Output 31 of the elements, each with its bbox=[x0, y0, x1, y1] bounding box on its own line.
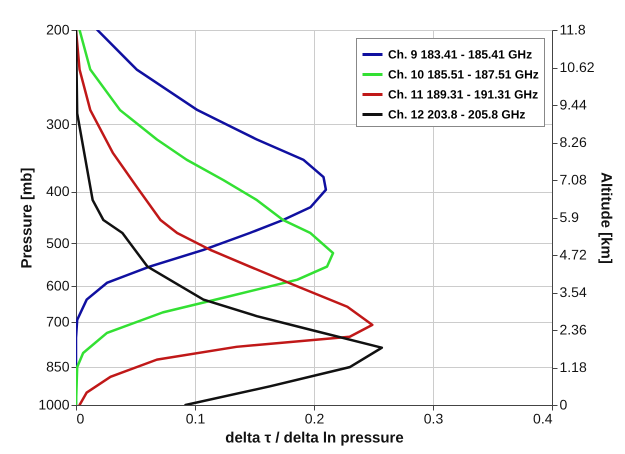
y-tick-label: 300 bbox=[46, 116, 70, 132]
y2-tick-label: 9.44 bbox=[560, 96, 587, 112]
x-tick-label: 0.1 bbox=[186, 410, 206, 426]
y-axis-title: Pressure [mb] bbox=[18, 168, 36, 268]
y-tick-label: 400 bbox=[46, 183, 70, 200]
y2-tick-label: 8.26 bbox=[560, 134, 587, 150]
x-tick-label: 0 bbox=[76, 410, 84, 426]
legend-label: Ch. 11 189.31 - 191.31 GHz bbox=[388, 88, 538, 102]
y2-tick-label: 5.9 bbox=[560, 209, 580, 225]
x-tick-label: 0.2 bbox=[304, 410, 324, 426]
legend-label: Ch. 12 203.8 - 205.8 GHz bbox=[388, 108, 526, 122]
y2-tick-label: 1.18 bbox=[560, 359, 587, 375]
y2-tick-label: 0 bbox=[560, 396, 568, 412]
y-tick-label: 1000 bbox=[38, 396, 70, 412]
x-tick-label: 0.4 bbox=[533, 410, 553, 426]
y2-tick-label: 2.36 bbox=[560, 322, 587, 338]
y2-tick-label: 11.8 bbox=[560, 22, 586, 38]
y-tick-label: 500 bbox=[46, 234, 70, 251]
y-tick-label: 200 bbox=[46, 22, 70, 38]
y2-tick-label: 3.54 bbox=[560, 284, 587, 300]
y2-tick-label: 10.62 bbox=[560, 59, 595, 75]
legend-label: Ch. 10 185.51 - 187.51 GHz bbox=[388, 68, 539, 82]
y-tick-label: 700 bbox=[46, 313, 70, 330]
x-axis-title: delta τ / delta ln pressure bbox=[225, 430, 404, 446]
x-tick-label: 0.3 bbox=[424, 410, 444, 426]
legend-label: Ch. 9 183.41 - 185.41 GHz bbox=[388, 48, 532, 62]
y-tick-label: 850 bbox=[46, 358, 70, 375]
y-tick-label: 600 bbox=[46, 277, 70, 294]
y2-tick-label: 7.08 bbox=[560, 172, 587, 188]
y2-tick-label: 4.72 bbox=[560, 246, 587, 262]
y2-axis-title: Altitude [km] bbox=[598, 172, 615, 264]
